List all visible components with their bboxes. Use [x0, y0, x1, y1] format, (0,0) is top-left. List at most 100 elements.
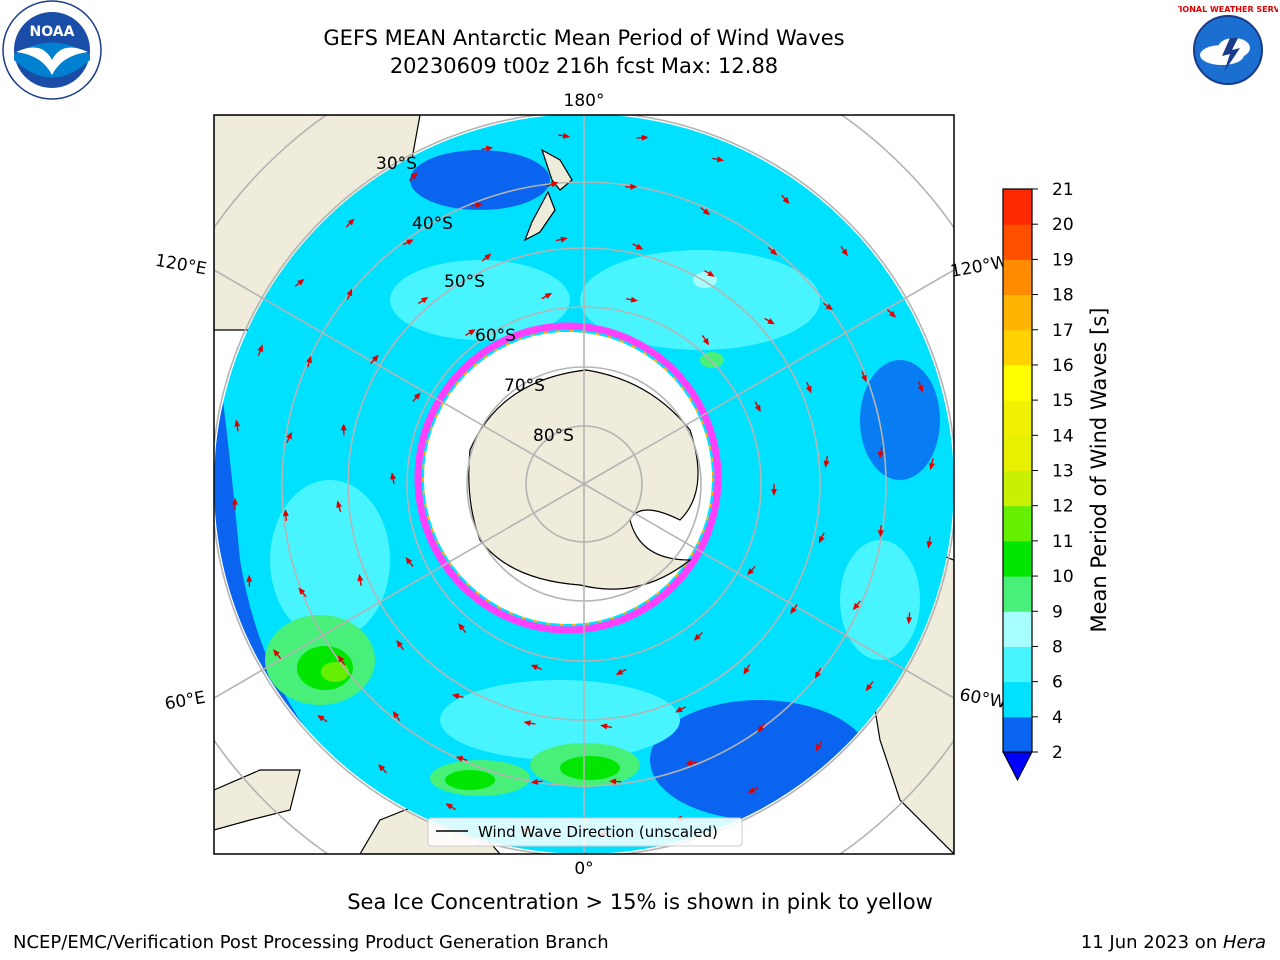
wind-arrow-head	[684, 759, 693, 766]
wind-arrow-head	[484, 253, 492, 261]
colorbar-tick-label: 6	[1052, 673, 1063, 693]
colorbar-segment	[1003, 470, 1032, 507]
page-title: GEFS MEAN Antarctic Mean Period of Wind …	[323, 26, 845, 50]
wind-arrow-head	[877, 530, 884, 538]
wind-arrow-head	[841, 248, 848, 257]
wind-arrow-head	[337, 655, 345, 663]
wind-arrow-head	[675, 706, 683, 713]
wind-arrow-head	[544, 292, 553, 299]
nws-logo: NATIONAL WEATHER SERVICE	[1178, 2, 1278, 98]
lat-label-50s: 50°S	[444, 272, 485, 292]
colorbar-label: Mean Period of Wind Waves [s]	[1087, 308, 1111, 633]
wind-arrow-head	[861, 374, 867, 383]
wind-arrow-head	[818, 535, 825, 544]
sea-ice-note: Sea Ice Concentration > 15% is shown in …	[347, 890, 933, 914]
colorbar-tick-label: 16	[1052, 356, 1074, 376]
wind-arrow-head	[396, 640, 403, 648]
colorbar-tick-label: 10	[1052, 567, 1074, 587]
wind-arrow-head	[926, 541, 933, 549]
wind-arrow-head	[906, 617, 913, 625]
wind-arrow-head	[815, 743, 822, 752]
colorbar-tick-label: 14	[1052, 426, 1074, 446]
wind-arrow-head	[782, 196, 790, 205]
colorbar-segment	[1003, 189, 1032, 225]
wind-arrow-head	[340, 423, 347, 431]
wind-arrow-head	[771, 489, 777, 496]
wind-arrow-head	[917, 385, 924, 393]
colorbar-tick-label: 18	[1052, 286, 1074, 306]
colorbar-extend-arrow	[1002, 751, 1033, 782]
wind-arrow-head	[257, 344, 263, 353]
wind-arrow-head	[273, 649, 280, 657]
lon-label-180: 180°	[564, 91, 605, 111]
wind-arrow-head	[888, 310, 897, 318]
lat-label-30s: 30°S	[376, 154, 417, 174]
wind-arrow-head	[298, 587, 306, 595]
wind-arrow-head	[693, 633, 701, 641]
wind-arrow-head	[378, 764, 386, 772]
wind-arrow-head	[306, 355, 312, 364]
colorbar-segment	[1003, 540, 1032, 577]
wind-arrow-head	[347, 218, 355, 226]
wind-arrow-head	[297, 278, 305, 286]
wind-arrow-head	[702, 337, 710, 346]
colorbar-segment	[1003, 716, 1032, 753]
wind-arrow-head	[805, 385, 812, 394]
wind-arrow-head	[630, 183, 638, 190]
footer-date: 11 Jun 2023 on Hera	[1081, 932, 1266, 953]
wind-arrow-head	[550, 181, 559, 188]
wind-arrow-head	[390, 472, 397, 480]
wind-arrow-head	[317, 714, 325, 722]
wind-arrow-head	[814, 671, 821, 679]
wind-arrow-head	[234, 419, 241, 427]
wind-arrow-head	[455, 756, 464, 762]
wind-arrow-head	[562, 132, 571, 139]
wind-arrow-head	[458, 623, 465, 631]
wind-arrow-head	[770, 248, 778, 256]
wind-arrow-head	[641, 134, 649, 141]
lon-label-0: 0°	[574, 859, 593, 879]
wind-arrow-head	[630, 296, 639, 303]
colorbar-segment	[1003, 435, 1032, 471]
wind-arrow-head	[413, 392, 421, 400]
wind-arrow-head	[246, 574, 253, 582]
wind-arrow-head	[346, 288, 353, 297]
wind-arrow-head	[523, 720, 531, 727]
colorbar-tick-label: 4	[1052, 708, 1063, 728]
wind-arrow-head	[282, 509, 289, 517]
wind-arrow-head	[286, 431, 292, 440]
wind-arrow-head	[877, 451, 884, 459]
wind-arrow-head	[475, 202, 484, 209]
colorbar-segment	[1003, 224, 1032, 260]
colorbar-tick-label: 13	[1052, 462, 1074, 482]
colorbar-tick-label: 15	[1052, 391, 1074, 411]
footer-credit: NCEP/EMC/Verification Post Processing Pr…	[13, 932, 609, 953]
colorbar-segment	[1003, 576, 1032, 612]
colorbar-tick-label: 21	[1052, 180, 1074, 200]
colorbar-tick-label: 12	[1052, 497, 1074, 517]
map-legend: Wind Wave Direction (unscaled)	[427, 817, 743, 847]
wind-arrow-head	[530, 778, 539, 785]
wind-arrow-head	[823, 460, 830, 468]
noaa-logo: NOAA	[2, 0, 102, 100]
wind-arrow-head	[929, 462, 935, 471]
footer-date-text: 11 Jun 2023 on	[1080, 932, 1223, 953]
lat-label-40s: 40°S	[412, 214, 453, 234]
colorbar-segment	[1003, 681, 1032, 718]
legend-label: Wind Wave Direction (unscaled)	[478, 823, 718, 841]
colorbar-segment	[1003, 646, 1032, 683]
wind-arrow-head	[825, 303, 834, 311]
wind-arrow-head	[232, 497, 239, 505]
lat-label-60s: 60°S	[475, 326, 516, 346]
colorbar-tick-label: 17	[1052, 321, 1074, 341]
wind-arrow-head	[852, 602, 860, 611]
new-zealand-land	[523, 148, 573, 242]
colorbar-tick-label: 2	[1052, 743, 1063, 763]
wind-arrow-head	[754, 404, 761, 413]
wind-arrow-head	[865, 683, 873, 692]
map-frame	[213, 114, 955, 855]
lat-label-70s: 70°S	[504, 376, 545, 396]
nws-logo-text: NATIONAL WEATHER SERVICE	[1178, 5, 1278, 14]
